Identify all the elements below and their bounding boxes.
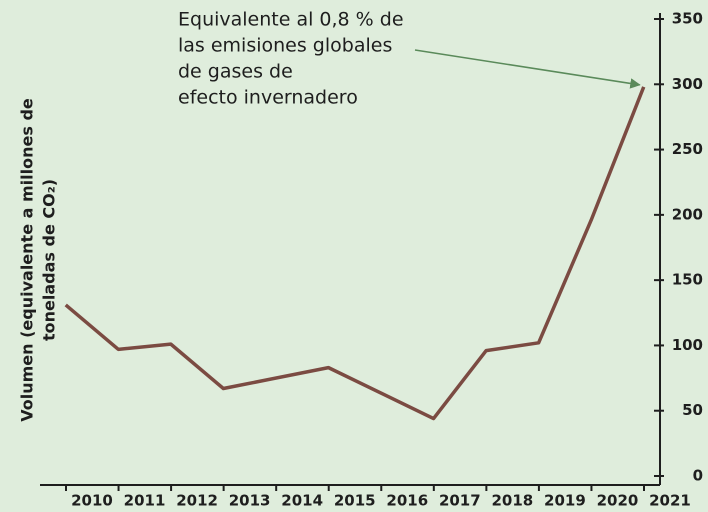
annotation-arrow [414, 49, 641, 89]
y-axis-label: Volumen (equivalente a millones de tonel… [18, 98, 59, 422]
y-tick-label: 350 [672, 10, 703, 28]
x-tick-label: 2013 [229, 492, 271, 510]
x-tick-label: 2010 [71, 492, 113, 510]
annotation-line: las emisiones globales [178, 35, 392, 57]
y-tick-label: 100 [672, 336, 703, 354]
y-tick-label: 150 [672, 271, 703, 289]
x-tick-label: 2017 [439, 492, 481, 510]
y-label-line: Volumen (equivalente a millones de [18, 98, 37, 422]
y-tick-label: 50 [682, 401, 703, 419]
x-tick-label: 2011 [124, 492, 166, 510]
x-tick-label: 2014 [281, 492, 323, 510]
x-tick-label: 2015 [334, 492, 376, 510]
x-tick-label: 2018 [491, 492, 533, 510]
annotation-line: de gases de [178, 61, 293, 83]
y-tick-label: 300 [672, 75, 703, 93]
x-tick-label: 2019 [544, 492, 586, 510]
data-line [64, 86, 646, 421]
x-tick-label: 2021 [649, 492, 691, 510]
y-label-line: toneladas de CO₂) [40, 179, 59, 341]
x-tick-label: 2016 [386, 492, 428, 510]
y-tick-label: 250 [672, 140, 703, 158]
annotation-line: Equivalente al 0,8 % de [178, 9, 404, 31]
x-tick-label: 2012 [176, 492, 218, 510]
x-tick-label: 2020 [597, 492, 639, 510]
y-tick-label: 0 [693, 467, 703, 485]
annotation-line: efecto invernadero [178, 87, 358, 109]
y-tick-label: 200 [672, 205, 703, 223]
